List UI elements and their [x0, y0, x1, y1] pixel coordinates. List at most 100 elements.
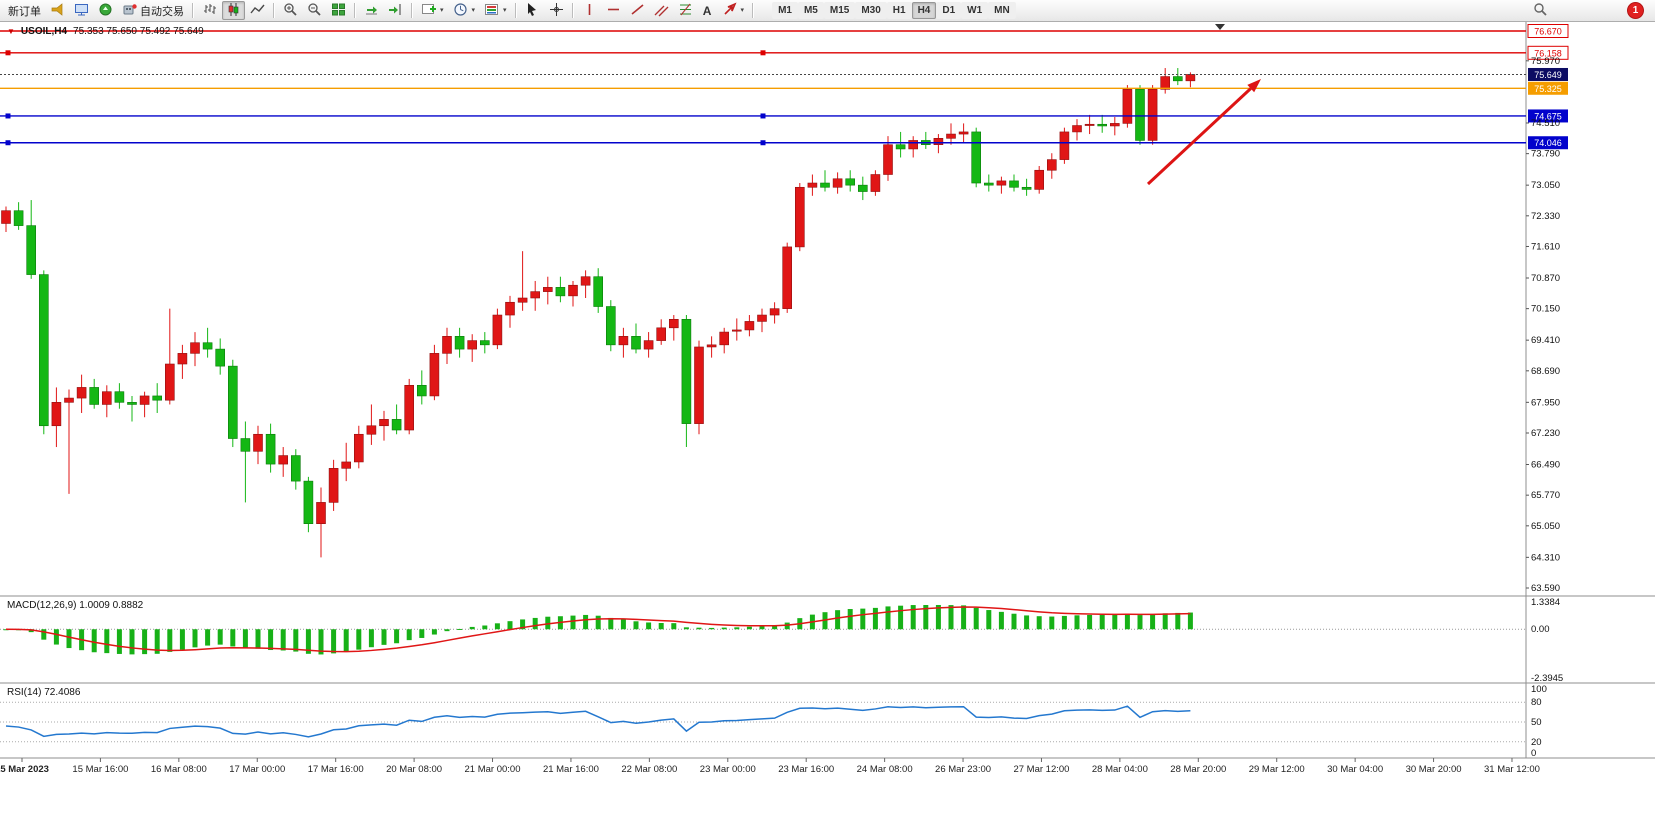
- timeframe-d1[interactable]: D1: [936, 2, 962, 19]
- vertical-line-button[interactable]: [578, 1, 601, 20]
- timeframe-h4[interactable]: H4: [911, 2, 937, 19]
- fibonacci-icon: [678, 2, 693, 20]
- svg-text:64.310: 64.310: [1531, 552, 1560, 563]
- chart-shift-button[interactable]: [384, 1, 407, 20]
- chart-shift-marker[interactable]: [1215, 24, 1225, 30]
- notification-badge[interactable]: 1: [1628, 3, 1643, 18]
- chart-symbol-period: USOIL,H4: [20, 26, 68, 37]
- svg-text:20: 20: [1531, 737, 1542, 748]
- timeframe-m30[interactable]: M30: [855, 2, 887, 19]
- svg-text:71.610: 71.610: [1531, 241, 1560, 252]
- svg-text:16 Mar 08:00: 16 Mar 08:00: [151, 764, 207, 775]
- navigator-icon: [98, 2, 113, 20]
- timeframe-m5[interactable]: M5: [797, 2, 824, 19]
- toolbar-separator: [273, 3, 275, 18]
- arrows-tool-button[interactable]: ▾: [718, 1, 749, 20]
- cursor-button[interactable]: [521, 1, 544, 20]
- timeframe-m1[interactable]: M1: [772, 2, 798, 19]
- trendline-icon: [630, 2, 645, 20]
- zoom-out-button[interactable]: [303, 1, 326, 20]
- channel-button[interactable]: [650, 1, 673, 20]
- price-hline-76.158[interactable]: 76.158: [0, 45, 1569, 60]
- svg-text:65.050: 65.050: [1531, 521, 1560, 532]
- timeframe-mn[interactable]: MN: [988, 2, 1016, 19]
- chart-title-row: ▼ USOIL,H4 75.353 75.650 75.492 75.649: [7, 26, 204, 37]
- horn-button[interactable]: [46, 1, 69, 20]
- bar-chart-icon: [202, 2, 217, 20]
- price-hline-74.046[interactable]: 74.046: [0, 136, 1568, 150]
- autotrade-icon: [122, 2, 137, 20]
- vertical-line-icon: [582, 2, 597, 20]
- zoom-in-icon: [283, 2, 298, 20]
- time-axis-labels: 15 Mar 2023 15 Mar 16:00 16 Mar 08:00 17 Ma…: [0, 758, 1540, 775]
- svg-text:75.970: 75.970: [1531, 56, 1560, 67]
- price-hline-76.670[interactable]: 76.670: [0, 24, 1569, 38]
- toolbar-right-group: 1: [1529, 1, 1643, 20]
- text-tool-button[interactable]: A: [698, 1, 717, 20]
- bar-chart-button[interactable]: [198, 1, 221, 20]
- timeframe-h1[interactable]: H1: [886, 2, 912, 19]
- line-chart-button[interactable]: [246, 1, 269, 20]
- svg-text:69.410: 69.410: [1531, 335, 1560, 346]
- auto-scroll-button[interactable]: [360, 1, 383, 20]
- svg-text:75.325: 75.325: [1534, 84, 1562, 94]
- svg-text:21 Mar 00:00: 21 Mar 00:00: [465, 764, 521, 775]
- fibonacci-button[interactable]: [674, 1, 697, 20]
- templates-button[interactable]: ▾: [480, 1, 511, 20]
- chart-ohlc-values: 75.353 75.650 75.492 75.649: [73, 26, 204, 37]
- trend-arrow-annotation[interactable]: [1146, 79, 1261, 186]
- svg-text:65.770: 65.770: [1531, 490, 1560, 501]
- candlestick-chart-button[interactable]: [222, 1, 245, 20]
- navigator-button[interactable]: [94, 1, 117, 20]
- toolbar-separator: [752, 3, 755, 18]
- horizontal-line-button[interactable]: [602, 1, 625, 20]
- svg-text:67.230: 67.230: [1531, 428, 1560, 439]
- autotrade-button[interactable]: 自动交易: [118, 1, 188, 20]
- svg-text:68.690: 68.690: [1531, 366, 1560, 377]
- price-hline-75.325[interactable]: 75.325: [0, 81, 1568, 95]
- indicators-button[interactable]: ▾: [417, 1, 448, 20]
- text-tool-icon: A: [702, 3, 712, 18]
- timeframe-group: M1 M5 M15 M30 H1 H4 D1 W1 MN: [772, 2, 1016, 19]
- tile-windows-button[interactable]: [327, 1, 350, 20]
- symbol-direction-icon: ▼: [7, 27, 15, 36]
- crosshair-button[interactable]: [545, 1, 568, 20]
- svg-text:21 Mar 16:00: 21 Mar 16:00: [543, 764, 599, 775]
- svg-text:74.046: 74.046: [1534, 138, 1562, 148]
- chevron-down-icon: ▾: [503, 7, 507, 14]
- svg-text:100: 100: [1531, 684, 1547, 695]
- svg-text:17 Mar 00:00: 17 Mar 00:00: [229, 764, 285, 775]
- search-icon: [1533, 2, 1548, 20]
- chart-shift-icon: [388, 2, 403, 20]
- timeframe-w1[interactable]: W1: [961, 2, 989, 19]
- svg-text:17 Mar 16:00: 17 Mar 16:00: [308, 764, 364, 775]
- svg-text:73.050: 73.050: [1531, 180, 1560, 191]
- market-watch-button[interactable]: [70, 1, 93, 20]
- macd-label-text: MACD(12,26,9) 1.0009 0.8882: [7, 600, 144, 611]
- toolbar-separator: [571, 3, 574, 18]
- timeframe-m15[interactable]: M15: [823, 2, 856, 19]
- svg-text:63.590: 63.590: [1531, 583, 1560, 594]
- price-axis-labels: 75.970 74.510 73.790 73.050 72.330 71.610 70.8…: [1526, 56, 1560, 594]
- svg-text:76.670: 76.670: [1534, 27, 1562, 37]
- svg-text:76.158: 76.158: [1534, 48, 1562, 58]
- trendline-button[interactable]: [626, 1, 649, 20]
- macd-histogram: [3, 604, 1193, 655]
- svg-text:72.330: 72.330: [1531, 211, 1560, 222]
- zoom-in-button[interactable]: [279, 1, 302, 20]
- search-button[interactable]: [1529, 1, 1552, 20]
- svg-text:31 Mar 12:00: 31 Mar 12:00: [1484, 764, 1540, 775]
- toolbar: 新订单 自动交易 ▾ ▾: [0, 0, 1655, 22]
- svg-text:66.490: 66.490: [1531, 460, 1560, 471]
- toolbar-separator: [514, 3, 517, 18]
- price-hline-74.675[interactable]: 74.675: [0, 109, 1568, 123]
- svg-text:70.150: 70.150: [1531, 304, 1560, 315]
- periods-button[interactable]: ▾: [449, 1, 480, 20]
- svg-text:-2.3945: -2.3945: [1531, 673, 1563, 684]
- auto-scroll-icon: [364, 2, 379, 20]
- autotrade-label: 自动交易: [140, 5, 184, 18]
- new-order-button[interactable]: 新订单: [4, 1, 45, 20]
- current-price-badge: 75.649: [1528, 67, 1568, 81]
- chevron-down-icon: ▾: [471, 7, 476, 14]
